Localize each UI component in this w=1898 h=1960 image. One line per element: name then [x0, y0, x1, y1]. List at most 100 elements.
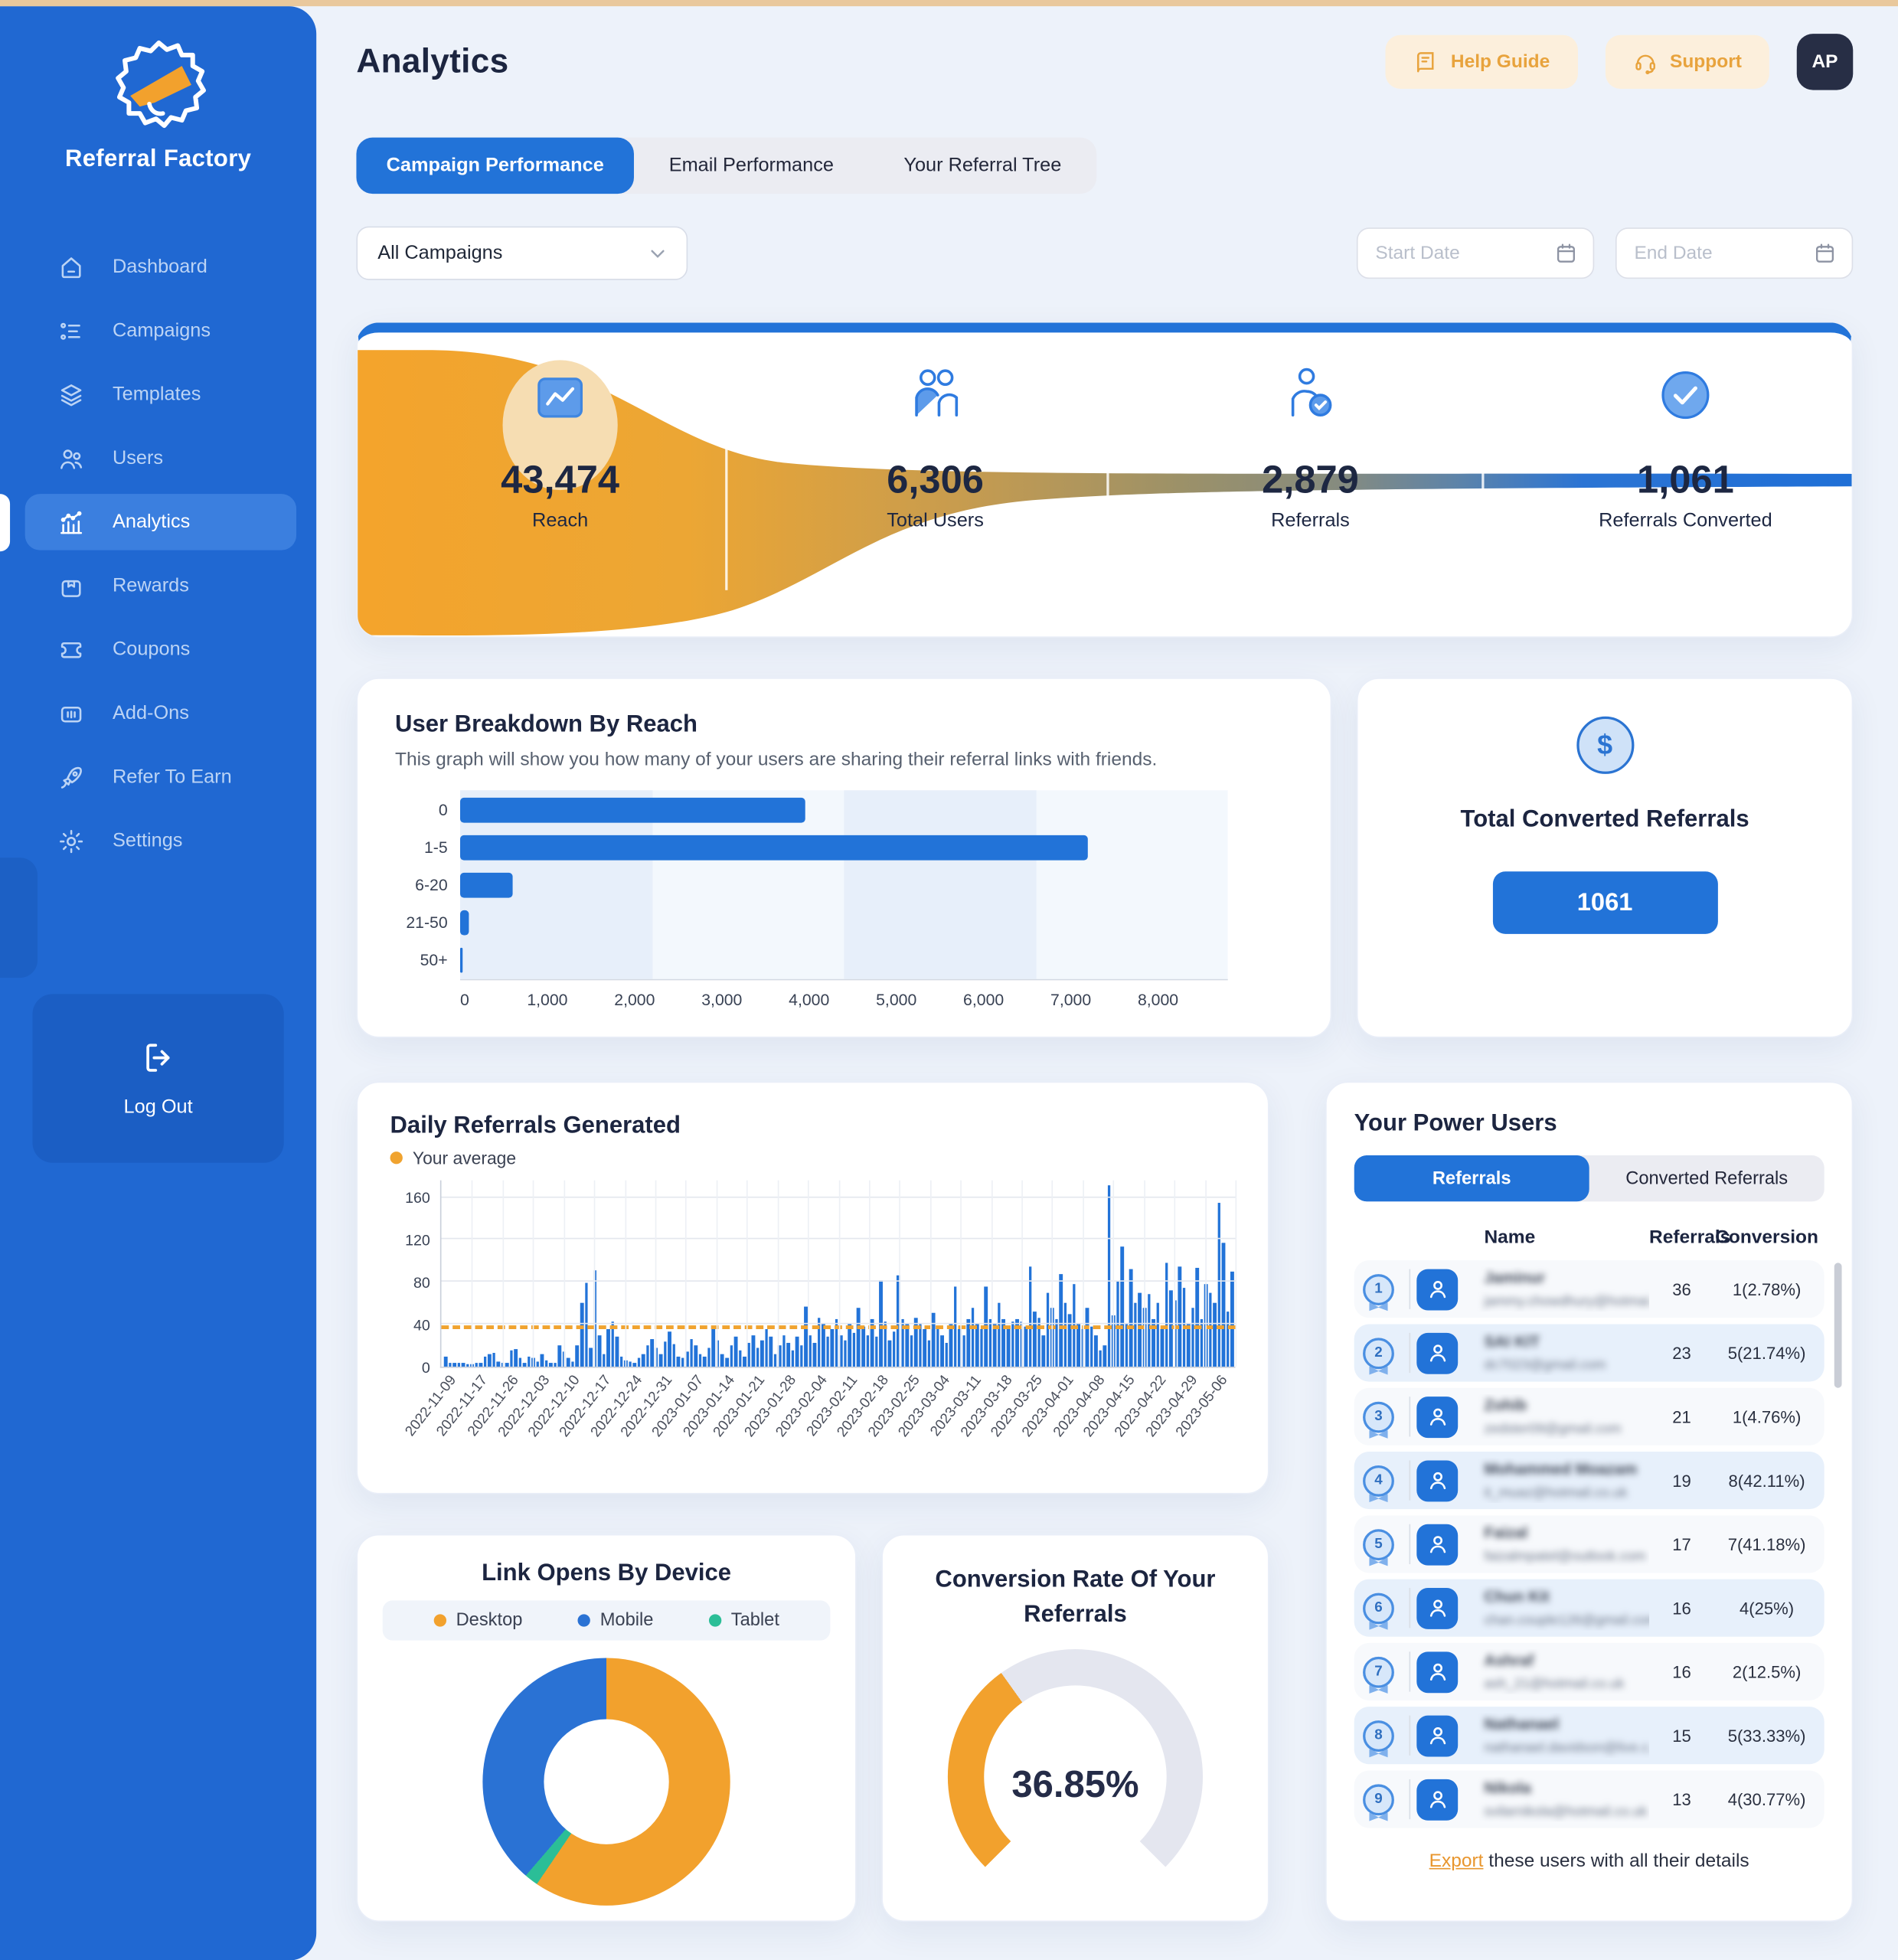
user-avatar[interactable]: AP	[1796, 34, 1854, 90]
sidebar-item-analytics[interactable]: Analytics	[0, 493, 297, 551]
headset-icon	[1635, 54, 1655, 74]
tab-converted-referrals[interactable]: Converted Referrals	[1625, 1168, 1789, 1189]
user-conversion: 4(25%)	[1740, 1598, 1795, 1618]
ub-x-tick: 5,000	[876, 990, 917, 1009]
total-converted-value-button[interactable]: 1061	[1492, 871, 1718, 934]
conversion-rate-title: Conversion Rate Of Your Referrals	[905, 1563, 1245, 1632]
user-conversion: 4(30.77%)	[1727, 1789, 1806, 1809]
rank-medal-icon: 4	[1363, 1465, 1394, 1497]
daily-bar	[809, 1334, 812, 1367]
power-users-card: Your Power Users Referrals Converted Ref…	[1325, 1081, 1854, 1922]
daily-bar	[1155, 1303, 1159, 1367]
user-conversion: 2(12.5%)	[1732, 1662, 1802, 1681]
user-avatar-icon	[1416, 1523, 1459, 1565]
power-users-rows: 1 Jaminur jammy.chowdhury@hotmai... 36 1(2.7…	[1354, 1260, 1842, 1828]
daily-bar	[1195, 1268, 1199, 1367]
daily-bar	[1099, 1351, 1103, 1367]
legend-desktop: Desktop	[433, 1610, 522, 1631]
daily-bar	[1120, 1246, 1125, 1367]
daily-bar	[610, 1321, 615, 1367]
daily-plot	[439, 1180, 1237, 1368]
daily-bar	[1160, 1329, 1164, 1367]
user-avatar-icon	[1416, 1459, 1459, 1501]
start-date-input[interactable]: Start Date	[1356, 227, 1595, 279]
rank-medal-icon: 5	[1363, 1528, 1394, 1560]
user-name-block: SAI KIT dc7023@gmail.com	[1472, 1331, 1649, 1376]
column-conversion: Conversion	[1715, 1227, 1818, 1248]
sidebar-item-campaigns[interactable]: Campaigns	[25, 302, 296, 358]
ub-category-label: 1-5	[423, 837, 448, 856]
legend-dot	[577, 1614, 590, 1627]
analytics-icon	[57, 508, 85, 536]
daily-bar	[443, 1356, 447, 1367]
sidebar-item-refer-to-earn[interactable]: Refer To Earn	[25, 749, 296, 805]
user-breakdown-y-labels: 0 1-5 6-20 21-50 50+	[395, 790, 460, 980]
grid-line-v	[655, 1180, 657, 1367]
total-converted-title: Total Converted Referrals	[1460, 806, 1749, 833]
daily-bar	[456, 1362, 461, 1367]
tab-campaign-performance[interactable]: Campaign Performance	[356, 137, 634, 194]
user-name: Chun Kit	[1484, 1588, 1550, 1606]
user-conversion: 1(2.78%)	[1732, 1279, 1802, 1298]
daily-bar	[645, 1345, 649, 1367]
row-divider	[1408, 1460, 1410, 1501]
row-divider	[1408, 1269, 1410, 1309]
logout-button[interactable]: Log Out	[32, 994, 284, 1163]
help-guide-button[interactable]: Help Guide	[1385, 34, 1578, 89]
user-referrals: 23	[1672, 1343, 1691, 1363]
user-breakdown-description: This graph will show you how many of you…	[395, 749, 1158, 770]
power-user-row: 5 Faizal faizalmpatel@outlook.com 17 7(41.18…	[1354, 1515, 1824, 1573]
total-converted-card: $ Total Converted Referrals 1061	[1356, 678, 1854, 1038]
daily-bar	[544, 1360, 548, 1367]
dollar-icon: $	[1576, 716, 1634, 774]
daily-bar	[716, 1340, 720, 1367]
sidebar-item-templates[interactable]: Templates	[25, 366, 296, 422]
grid-line-v	[1052, 1180, 1054, 1367]
user-name-block: Nikola svilarnikola@hotmail.co.uk	[1472, 1777, 1649, 1822]
daily-bar	[527, 1356, 531, 1367]
daily-referrals-title: Daily Referrals Generated	[390, 1112, 681, 1139]
daily-bar	[826, 1337, 830, 1367]
sidebar-item-coupons[interactable]: Coupons	[25, 622, 296, 678]
sidebar-item-settings[interactable]: Settings	[25, 813, 296, 869]
rank-medal-icon: 9	[1363, 1783, 1394, 1815]
daily-x-labels: 2022-11-09 2022-11-17 2022-11-26 2022-12-03…	[403, 1368, 1236, 1471]
grid-line-v	[533, 1180, 534, 1367]
daily-bar	[1200, 1318, 1204, 1367]
support-button[interactable]: Support	[1605, 34, 1769, 89]
converted-value: 1,061	[1637, 457, 1734, 501]
referrals-value: 2,879	[1262, 457, 1359, 501]
daily-bar	[1187, 1324, 1191, 1367]
sidebar-item-rewards[interactable]: Rewards	[25, 557, 296, 613]
daily-bar	[1230, 1271, 1234, 1367]
user-breakdown-plot	[459, 790, 1228, 981]
sidebar-item-add-ons[interactable]: Add-Ons	[25, 685, 296, 741]
donut-hole	[544, 1719, 669, 1844]
daily-bar	[799, 1345, 803, 1367]
tab-referrals[interactable]: Referrals	[1354, 1155, 1589, 1202]
user-avatar-icon	[1416, 1714, 1459, 1756]
user-conversion: 1(4.76%)	[1732, 1407, 1802, 1426]
grid-line-v	[1021, 1180, 1023, 1367]
grid-line-v	[564, 1180, 565, 1367]
campaign-select[interactable]: All Campaigns	[356, 226, 688, 280]
scrollbar-thumb[interactable]	[1834, 1263, 1842, 1388]
user-name-block: Nathanael nathanael.davidson@live.c...	[1472, 1713, 1649, 1758]
tab-email-performance[interactable]: Email Performance	[668, 154, 834, 176]
sidebar-item-dashboard[interactable]: Dashboard	[25, 239, 296, 295]
conversion-rate-title-line2: Referrals	[1024, 1601, 1127, 1628]
daily-bar	[720, 1354, 724, 1367]
tab-your-referral-tree[interactable]: Your Referral Tree	[903, 154, 1062, 176]
daily-bar	[1041, 1334, 1045, 1367]
sidebar-item-users[interactable]: Users	[25, 430, 296, 486]
daily-bar	[998, 1303, 1001, 1367]
export-link[interactable]: Export	[1429, 1850, 1484, 1872]
daily-bar	[637, 1357, 641, 1367]
end-date-input[interactable]: End Date	[1615, 227, 1854, 279]
layers-icon	[57, 381, 85, 408]
power-user-row: 4 Mohammed Moazam it_muaz@hotmail.co.uk 19 8…	[1354, 1452, 1824, 1510]
daily-bar	[536, 1361, 540, 1367]
sidebar-item-label: Campaigns	[112, 319, 211, 341]
daily-bar	[558, 1345, 562, 1367]
user-name-block: Ashraf ash_21@hotmail.co.uk	[1472, 1649, 1649, 1694]
